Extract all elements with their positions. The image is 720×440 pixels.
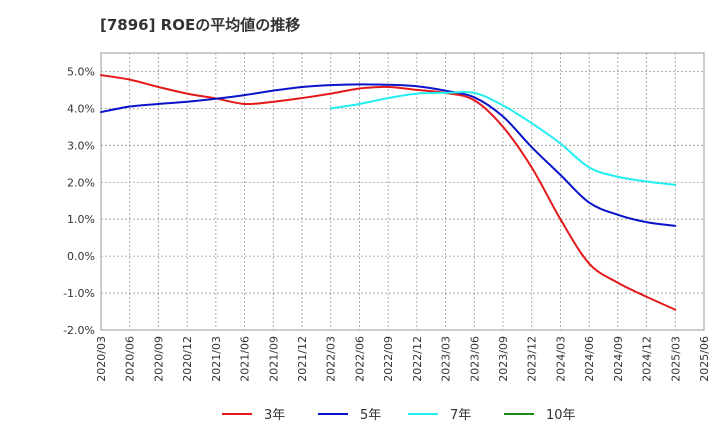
x-tick-label: 2021/06	[239, 336, 252, 382]
x-tick-label: 2020/03	[95, 336, 108, 382]
series-line-3	[329, 90, 677, 186]
y-tick-label: 0.0%	[67, 250, 95, 263]
x-tick-label: 2022/03	[325, 336, 338, 382]
x-tick-label: 2023/06	[468, 336, 481, 382]
x-tick-label: 2024/09	[612, 336, 625, 382]
y-tick-label: -2.0%	[63, 324, 95, 337]
x-tick-label: 2025/06	[698, 336, 711, 382]
legend: 3年 5年 7年 10年	[222, 408, 576, 423]
chart-title: [7896] ROEの平均値の推移	[100, 16, 301, 34]
x-tick-label: 2023/12	[526, 336, 539, 382]
legend-label-3: 7年	[450, 408, 471, 423]
x-tick-label: 2020/06	[124, 336, 137, 382]
legend-label-2: 5年	[360, 408, 381, 423]
x-tick-label: 2021/09	[267, 336, 280, 382]
x-tick-label: 2024/12	[641, 336, 654, 382]
x-tick-label: 2021/03	[210, 336, 223, 382]
legend-label-4: 10年	[546, 408, 576, 423]
x-tick-label: 2025/03	[669, 336, 682, 382]
y-tick-label: 1.0%	[67, 213, 95, 226]
series-layer	[100, 74, 677, 311]
y-tick-label: 3.0%	[67, 139, 95, 152]
axis-layer: 5.0%4.0%3.0%2.0%1.0%0.0%-1.0%-2.0%2020/0…	[63, 65, 711, 381]
y-tick-label: -1.0%	[63, 287, 95, 300]
y-tick-label: 4.0%	[67, 102, 95, 115]
x-tick-label: 2023/03	[440, 336, 453, 382]
x-tick-label: 2021/12	[296, 336, 309, 382]
legend-label-1: 3年	[264, 408, 285, 423]
x-tick-label: 2020/09	[152, 336, 165, 382]
series-line-2	[100, 83, 677, 227]
x-tick-label: 2020/12	[181, 336, 194, 382]
y-tick-label: 2.0%	[67, 176, 95, 189]
x-tick-label: 2024/03	[554, 336, 567, 382]
x-tick-label: 2024/06	[583, 336, 596, 382]
series-line-1	[100, 74, 677, 311]
x-tick-label: 2022/09	[382, 336, 395, 382]
y-tick-label: 5.0%	[67, 65, 95, 78]
x-tick-label: 2022/06	[353, 336, 366, 382]
x-tick-label: 2022/12	[411, 336, 424, 382]
grid-layer	[100, 52, 705, 331]
x-tick-label: 2023/09	[497, 336, 510, 382]
